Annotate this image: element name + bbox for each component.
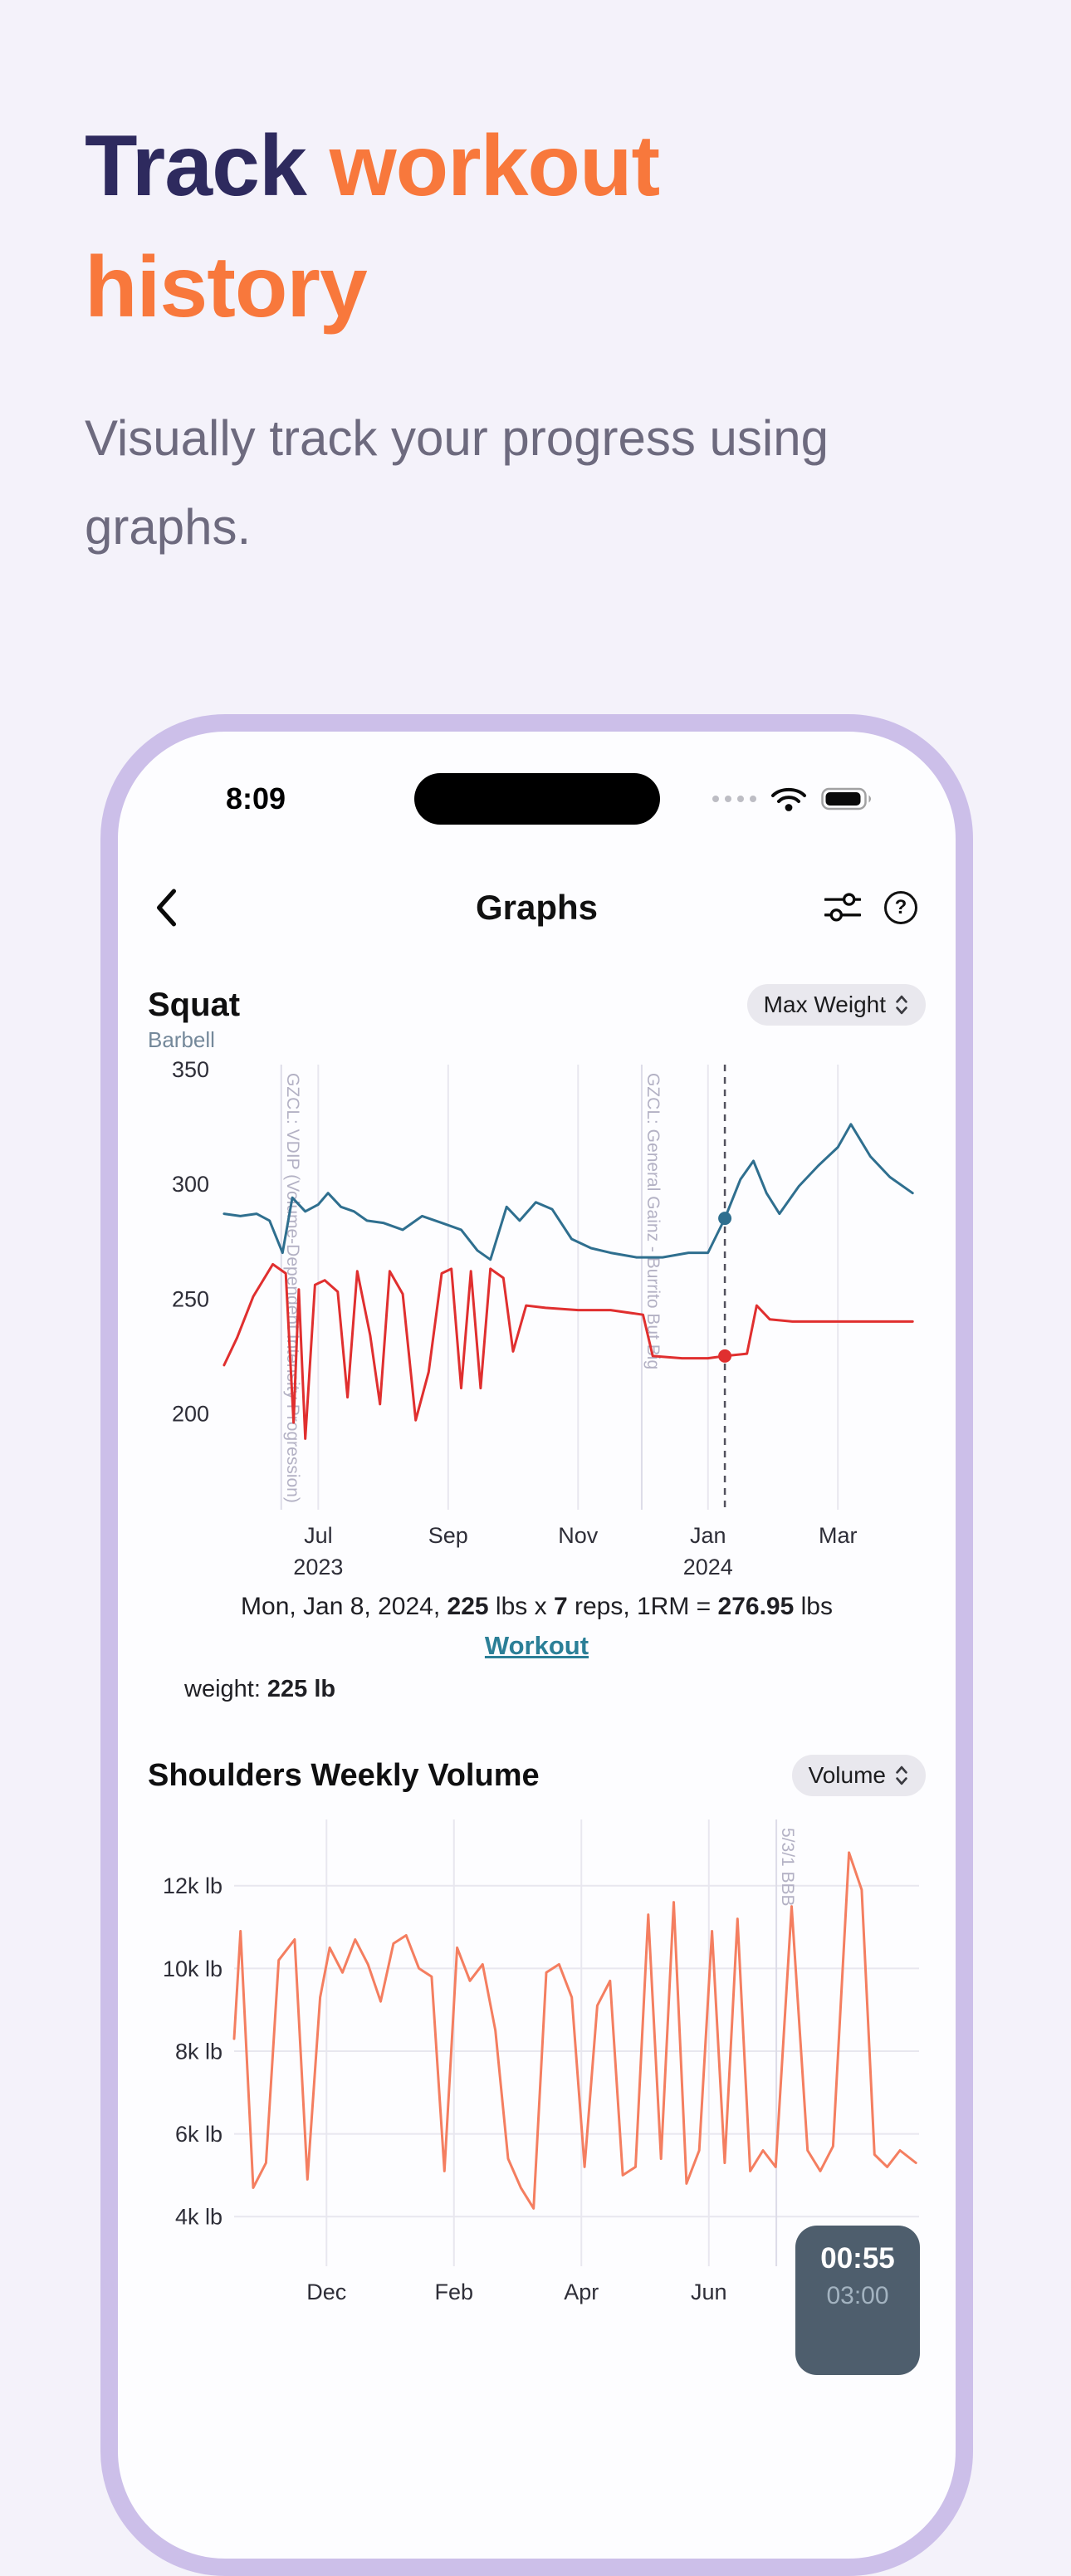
svg-text:GZCL: General Gainz - Burrito: GZCL: General Gainz - Burrito But Big: [643, 1073, 663, 1369]
cellular-signal-icon: [712, 796, 756, 802]
svg-text:5/3/1 BBB: 5/3/1 BBB: [778, 1828, 797, 1907]
title-word-track: Track: [85, 118, 330, 214]
svg-text:Jun: Jun: [691, 2280, 727, 2304]
filter-button sliders-icon[interactable]: [824, 892, 861, 923]
svg-text:Dec: Dec: [306, 2280, 346, 2304]
up-down-chevrons-icon: [896, 1765, 907, 1785]
svg-text:350: 350: [172, 1058, 209, 1082]
nav-title: Graphs: [475, 888, 599, 927]
squat-chart-svg[interactable]: Jul 2023 Sep Nov Jan 2024 Mar 200 250 300 350 GZCL:…: [148, 1058, 926, 1589]
metric-dropdown-label: Volume: [808, 1762, 886, 1788]
back-button chevron-left-icon[interactable]: [154, 889, 178, 927]
svg-text:250: 250: [172, 1286, 209, 1311]
selected-point-caption: Mon, Jan 8, 2024, 225 lbs x 7 reps, 1RM …: [241, 1593, 833, 1620]
svg-text:Feb: Feb: [435, 2280, 474, 2304]
shoulders-chart-svg[interactable]: Dec Feb Apr Jun 4k lb 6k lb 8k lb 10k lb 12k lb 5…: [148, 1814, 926, 2313]
timer-total: 03:00: [826, 2282, 889, 2309]
timer-elapsed: 00:55: [820, 2242, 895, 2275]
svg-text:Jan: Jan: [690, 1523, 726, 1548]
svg-text:2023: 2023: [293, 1555, 343, 1579]
svg-text:GZCL: VDIP (Volume-Dependent I: GZCL: VDIP (Volume-Dependent Intensity P…: [283, 1073, 302, 1503]
hero-subtitle: Visually track your progress using graph…: [85, 410, 829, 555]
squat-section: Squat Max Weight Barbell Jul 2023 Sep Nov Ja…: [118, 984, 956, 1703]
svg-text:Sep: Sep: [428, 1523, 468, 1548]
svg-text:300: 300: [172, 1172, 209, 1197]
rest-timer[interactable]: 00:55 03:00: [795, 2226, 920, 2375]
status-bar: 8:09: [118, 770, 956, 828]
svg-text:4k lb: 4k lb: [175, 2205, 223, 2230]
metric-dropdown-volume[interactable]: Volume: [791, 1755, 926, 1796]
shoulders-chart-title: Shoulders Weekly Volume: [148, 1757, 540, 1793]
workout-link[interactable]: Workout: [484, 1631, 589, 1660]
metric-dropdown-label: Max Weight: [763, 992, 886, 1017]
svg-text:10k lb: 10k lb: [163, 1956, 223, 1981]
nav-bar: Graphs ?: [118, 873, 956, 943]
help-button question-icon[interactable]: ?: [884, 891, 917, 924]
metric-dropdown-max-weight[interactable]: Max Weight: [746, 984, 926, 1026]
squat-chart[interactable]: Jul 2023 Sep Nov Jan 2024 Mar 200 250 300 350 GZCL:…: [148, 1058, 926, 1589]
squat-equipment-label: Barbell: [148, 1027, 215, 1052]
hero: Track workout history Visually track your…: [85, 106, 1023, 572]
title-word-workout: workout: [329, 118, 660, 214]
dynamic-island: [413, 773, 660, 825]
status-time: 8:09: [226, 781, 286, 815]
svg-text:Jul: Jul: [304, 1523, 333, 1548]
battery-icon: [821, 787, 871, 811]
weight-label: weight:: [184, 1676, 261, 1702]
status-icons: [712, 785, 874, 813]
weight-value: 225 lb: [267, 1676, 336, 1702]
svg-text:Nov: Nov: [558, 1523, 599, 1548]
page-title: Track workout history: [85, 106, 1023, 348]
shoulders-chart[interactable]: Dec Feb Apr Jun 4k lb 6k lb 8k lb 10k lb 12k lb 5…: [148, 1814, 926, 2313]
phone-frame: 8:09 Graphs: [100, 714, 973, 2576]
svg-text:Apr: Apr: [564, 2280, 599, 2304]
svg-text:Mar: Mar: [819, 1523, 858, 1548]
weight-row: weight: 225 lb: [184, 1676, 926, 1703]
svg-text:200: 200: [172, 1401, 209, 1426]
title-word-history: history: [85, 238, 368, 335]
svg-text:2024: 2024: [683, 1555, 733, 1579]
squat-chart-title: Squat: [148, 986, 241, 1023]
svg-text:12k lb: 12k lb: [163, 1873, 223, 1898]
svg-text:8k lb: 8k lb: [175, 2039, 223, 2064]
shoulders-section: Shoulders Weekly Volume Volume Dec Feb Apr…: [118, 1755, 956, 2313]
up-down-chevrons-icon: [896, 995, 907, 1015]
wifi-icon: [771, 787, 806, 811]
svg-text:6k lb: 6k lb: [175, 2122, 223, 2147]
